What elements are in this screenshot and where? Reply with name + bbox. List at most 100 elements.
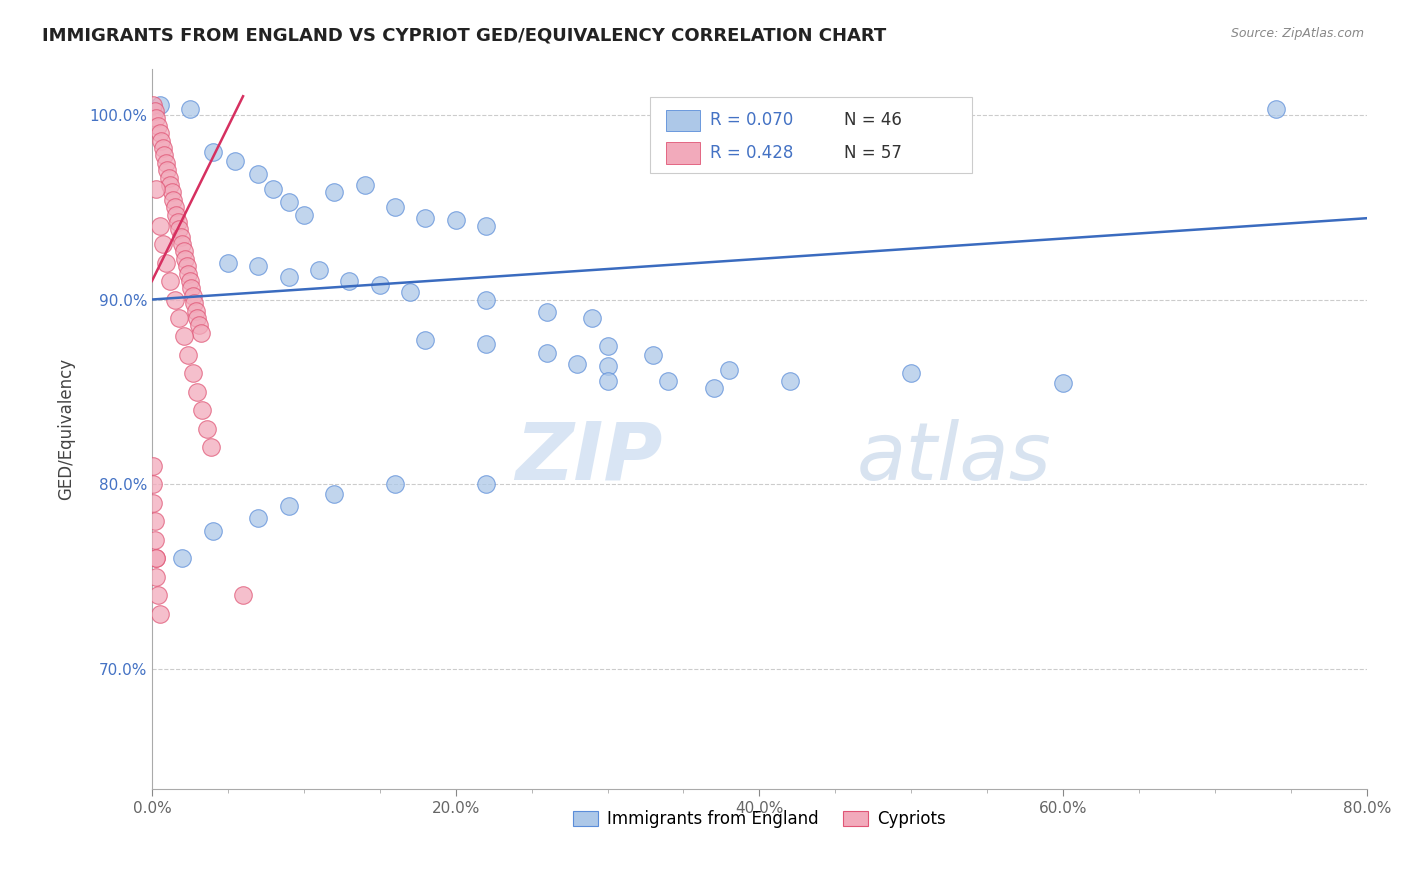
Text: Source: ZipAtlas.com: Source: ZipAtlas.com: [1230, 27, 1364, 40]
Point: [148, 219, 170, 233]
Point: [180, 281, 202, 295]
Point: [475, 336, 498, 351]
Point: [145, 181, 167, 195]
Point: [162, 193, 184, 207]
Point: [163, 293, 186, 307]
Text: IMMIGRANTS FROM ENGLAND VS CYPRIOT GED/EQUIVALENCY CORRELATION CHART: IMMIGRANTS FROM ENGLAND VS CYPRIOT GED/E…: [42, 27, 886, 45]
Point: [153, 148, 176, 162]
Point: [150, 134, 173, 148]
Point: [262, 181, 284, 195]
Point: [163, 200, 186, 214]
Point: [155, 255, 177, 269]
Point: [167, 222, 190, 236]
Point: [165, 207, 187, 221]
Point: [277, 270, 299, 285]
Point: [148, 607, 170, 621]
Point: [143, 533, 166, 547]
Text: N = 57: N = 57: [845, 144, 903, 161]
Point: [181, 289, 204, 303]
Point: [186, 384, 208, 399]
Point: [247, 510, 270, 524]
Point: [186, 310, 208, 325]
Point: [657, 374, 679, 388]
Point: [184, 303, 207, 318]
Point: [142, 458, 165, 473]
Point: [148, 98, 170, 112]
Point: [177, 348, 200, 362]
Point: [779, 374, 801, 388]
Point: [152, 237, 174, 252]
Point: [224, 153, 246, 168]
Point: [444, 213, 467, 227]
Point: [183, 296, 205, 310]
Point: [181, 367, 204, 381]
Text: ZIP: ZIP: [515, 418, 662, 497]
Point: [170, 229, 193, 244]
Point: [201, 145, 224, 159]
Point: [157, 170, 180, 185]
Point: [475, 293, 498, 307]
Point: [641, 348, 664, 362]
Y-axis label: GED/Equivalency: GED/Equivalency: [58, 358, 75, 500]
Point: [177, 267, 200, 281]
Point: [143, 103, 166, 118]
Point: [148, 126, 170, 140]
Point: [146, 588, 169, 602]
FancyBboxPatch shape: [666, 110, 700, 131]
Point: [399, 285, 422, 299]
Point: [413, 333, 436, 347]
Point: [145, 551, 167, 566]
Legend: Immigrants from England, Cypriots: Immigrants from England, Cypriots: [567, 804, 952, 835]
Point: [368, 277, 391, 292]
Point: [323, 486, 346, 500]
Point: [179, 274, 201, 288]
Point: [308, 263, 330, 277]
Point: [155, 155, 177, 169]
Point: [384, 477, 406, 491]
Point: [353, 178, 375, 192]
Point: [160, 186, 183, 200]
Point: [277, 500, 299, 514]
Point: [172, 551, 194, 566]
Point: [145, 551, 167, 566]
Point: [217, 255, 239, 269]
Point: [596, 359, 619, 373]
Point: [475, 477, 498, 491]
Point: [142, 496, 165, 510]
Point: [323, 186, 346, 200]
Point: [384, 200, 406, 214]
FancyBboxPatch shape: [650, 97, 972, 173]
Point: [581, 310, 603, 325]
Point: [247, 259, 270, 273]
Point: [536, 305, 558, 319]
Point: [173, 244, 195, 259]
Point: [142, 477, 165, 491]
FancyBboxPatch shape: [666, 142, 700, 163]
Point: [337, 274, 360, 288]
Point: [143, 514, 166, 528]
Point: [1052, 376, 1074, 390]
Point: [247, 167, 270, 181]
Point: [174, 252, 197, 266]
Point: [146, 119, 169, 133]
Point: [201, 524, 224, 538]
Point: [176, 259, 198, 273]
Point: [145, 112, 167, 126]
Point: [565, 357, 588, 371]
Point: [413, 211, 436, 226]
Point: [277, 194, 299, 209]
Text: atlas: atlas: [856, 418, 1052, 497]
Point: [596, 339, 619, 353]
Point: [1264, 102, 1286, 116]
Point: [200, 441, 222, 455]
Point: [145, 570, 167, 584]
Point: [142, 98, 165, 112]
Point: [167, 310, 190, 325]
Point: [596, 374, 619, 388]
Point: [475, 219, 498, 233]
Text: R = 0.070: R = 0.070: [710, 112, 793, 129]
Point: [159, 274, 181, 288]
Point: [232, 588, 254, 602]
Point: [159, 178, 181, 192]
Point: [703, 381, 725, 395]
